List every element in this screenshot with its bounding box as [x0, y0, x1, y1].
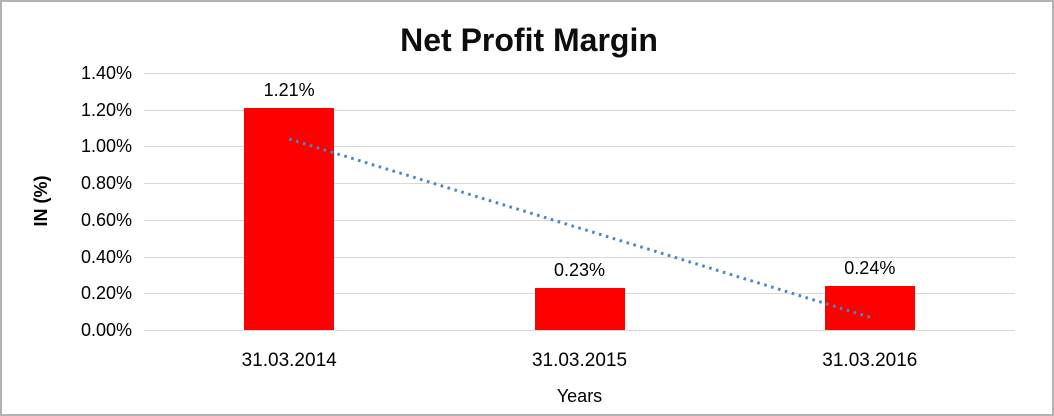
y-tick-label: 0.00%	[80, 320, 132, 340]
y-tick-label: 1.20%	[80, 99, 132, 120]
y-tick-label: 0.80%	[80, 173, 132, 194]
y-tick-label: 0.20%	[80, 283, 132, 304]
bar-31.03.2014	[244, 107, 335, 330]
y-tick-label: 1.00%	[80, 136, 132, 157]
bar-value-label: 0.23%	[553, 259, 606, 280]
y-tick-label: 0.60%	[80, 209, 132, 230]
y-tick-label: 1.40%	[80, 63, 132, 83]
x-axis-title: Years	[556, 386, 603, 406]
x-tick-label: 31.03.2016	[822, 350, 918, 371]
gridline-1.40%	[144, 73, 1015, 74]
x-tick-label: 31.03.2014	[241, 350, 337, 371]
x-tick-label: 31.03.2015	[531, 350, 628, 371]
bar-value-label: 1.21%	[263, 79, 315, 100]
chart-title: Net Profit Margin	[400, 22, 658, 58]
bar-value-label: 0.24%	[844, 257, 896, 278]
gridline-0.00%	[144, 330, 1015, 331]
gridline-1.20%	[144, 109, 1015, 111]
bar-31.03.2016	[824, 285, 915, 330]
y-tick-label: 0.40%	[80, 246, 132, 267]
bar-31.03.2015	[534, 287, 625, 330]
